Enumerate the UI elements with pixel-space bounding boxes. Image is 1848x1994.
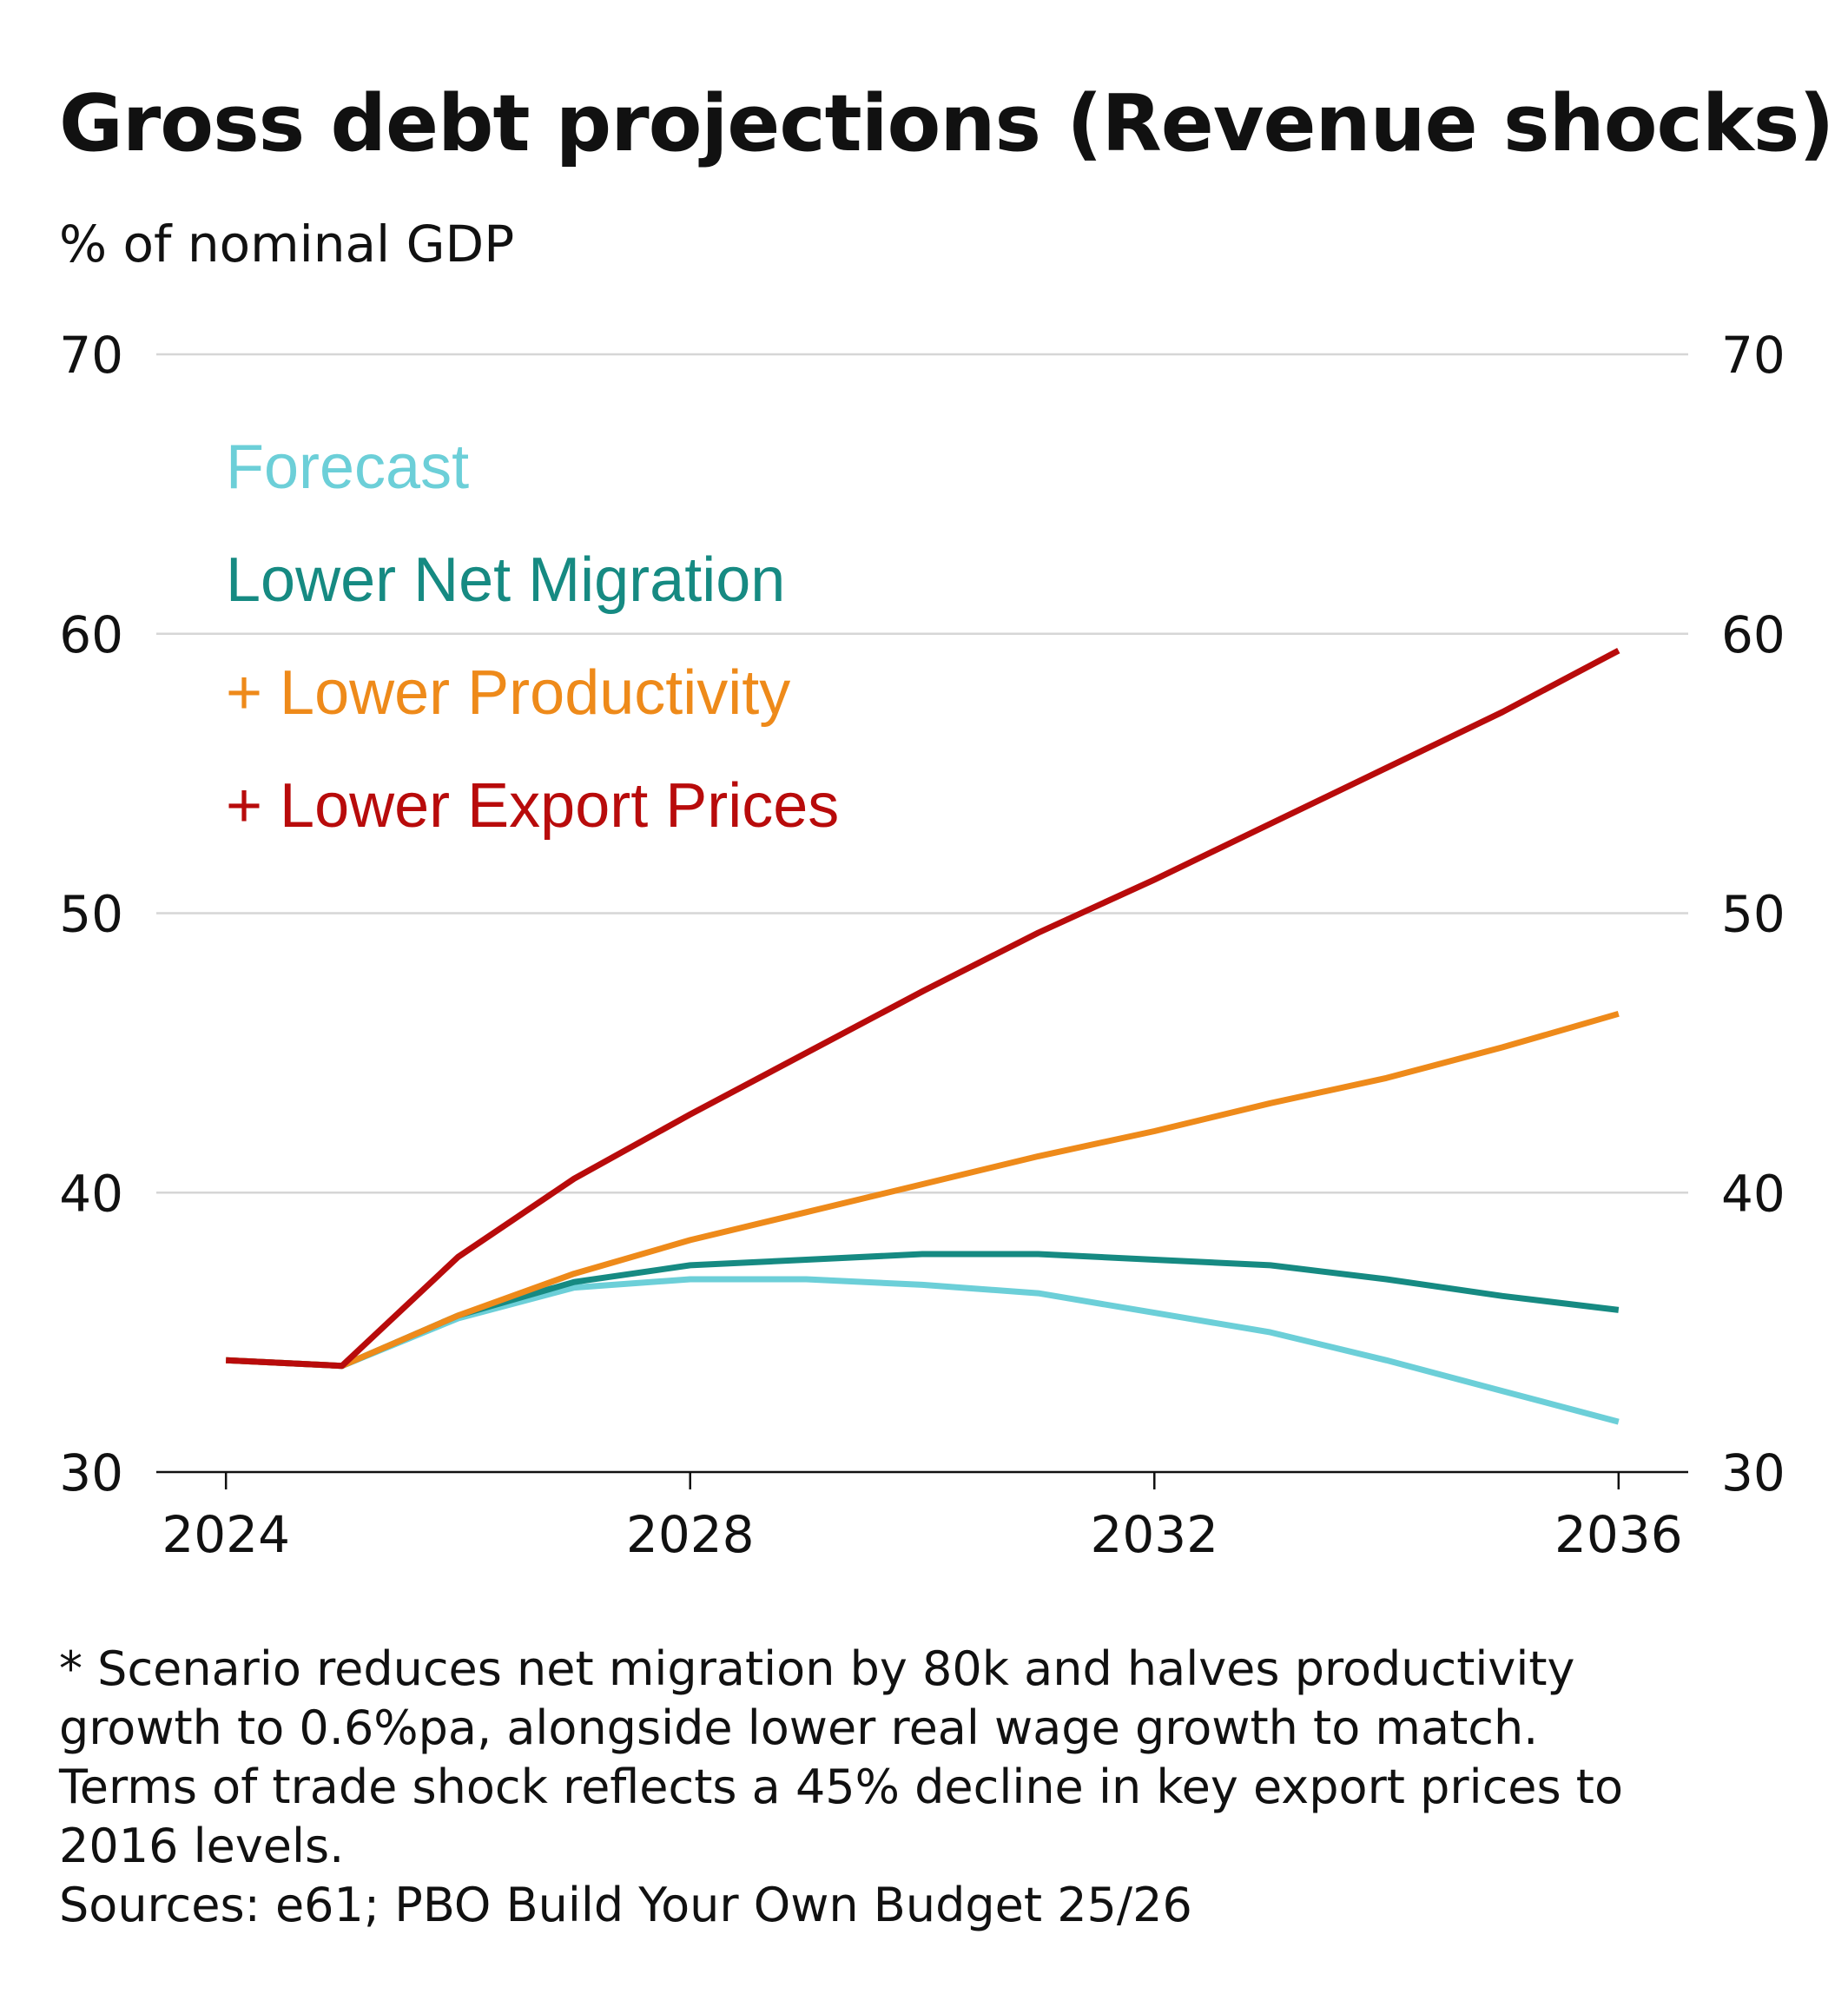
y-tick-label-right: 30 <box>1721 1443 1785 1502</box>
legend-label: Forecast <box>226 432 469 502</box>
footnote-line: growth to 0.6%pa, alongside lower real w… <box>59 1700 1539 1755</box>
y-tick-label-right: 70 <box>1721 326 1785 385</box>
series-line-forecast <box>226 1276 1620 1425</box>
x-tick-label: 2024 <box>162 1505 290 1564</box>
footnote-line: 2016 levels. <box>59 1819 345 1873</box>
series-lines <box>226 648 1620 1425</box>
y-tick-label-left: 70 <box>59 326 123 385</box>
footnote: * Scenario reduces net migration by 80k … <box>59 1640 1796 1935</box>
gridlines <box>156 353 1688 1194</box>
legend-label: Lower Net Migration <box>226 545 785 615</box>
legend: Forecast Lower Net Migration + Lower Produ… <box>226 432 839 841</box>
x-tick-label: 2032 <box>1090 1505 1218 1564</box>
chart-title: Gross debt projections (Revenue shocks) <box>59 78 1834 169</box>
legend-label: + Lower Export Prices <box>226 771 839 841</box>
y-axis-unit-label: % of nominal GDP <box>59 215 515 274</box>
x-tick-label: 2036 <box>1554 1505 1683 1564</box>
x-axis <box>156 1470 1688 1489</box>
footnote-line: Terms of trade shock reflects a 45% decl… <box>59 1760 1624 1814</box>
y-tick-label-right: 40 <box>1721 1164 1785 1223</box>
series-line-lower-net-migration <box>226 1251 1620 1370</box>
series-line-lower-export-prices <box>226 648 1620 1370</box>
y-tick-label-right: 50 <box>1721 885 1785 944</box>
y-axis-labels: 30 30 40 40 50 50 60 60 70 70 <box>59 326 1785 1502</box>
sources-note: Sources: e61; PBO Build Your Own Budget … <box>59 1878 1192 1932</box>
x-axis-labels: 2024 2028 2032 2036 <box>162 1505 1682 1564</box>
series-line-lower-productivity <box>226 1010 1620 1370</box>
legend-label: + Lower Productivity <box>226 658 790 728</box>
x-tick-label: 2028 <box>626 1505 755 1564</box>
y-tick-label-right: 60 <box>1721 605 1785 664</box>
y-tick-label-left: 30 <box>59 1443 123 1502</box>
y-tick-label-left: 50 <box>59 885 123 944</box>
y-tick-label-left: 60 <box>59 605 123 664</box>
y-tick-label-left: 40 <box>59 1164 123 1223</box>
footnote-line: * Scenario reduces net migration by 80k … <box>59 1641 1575 1696</box>
